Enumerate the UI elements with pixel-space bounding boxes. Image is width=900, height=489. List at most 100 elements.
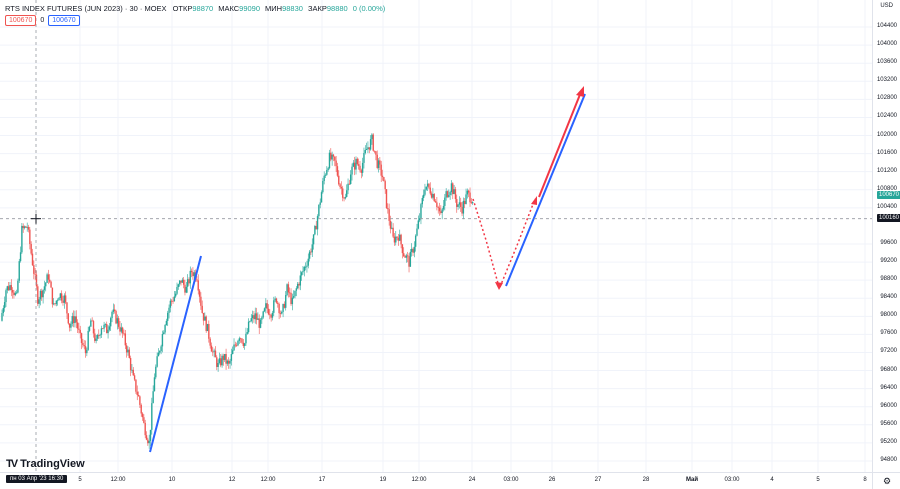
candle-body [155,366,157,378]
arrow-red-mid-head [531,196,537,205]
candle-body [224,353,226,360]
candle-body [417,220,420,229]
candle-body [393,236,396,243]
candle-body [172,300,174,302]
time-axis[interactable]: пн 03 Апр '23 16:30 5 12:00 10 12 12:00 17 19 1… [0,472,872,489]
candle-body [349,174,352,185]
candle-body [88,326,91,331]
open-value: 98870 [192,4,214,13]
price-tick-label: 97200 [880,348,897,355]
candle-body [338,175,340,185]
candle-body [123,333,125,335]
currency-label[interactable]: USD [880,3,893,9]
candle-body [115,311,117,324]
candle-body [72,316,75,324]
candle-body [352,162,355,167]
candle-body [17,280,19,293]
candle-body [129,357,132,371]
candle-body [188,279,190,284]
candle-body [353,162,356,170]
candle-body [331,154,333,160]
candle-body [10,285,12,290]
price-tick-label: 95600 [880,420,897,427]
candle-body [259,319,262,328]
candle-body [420,204,422,219]
candle-body [91,320,93,322]
candle-body [87,330,89,350]
candle-body [385,189,388,208]
gear-icon[interactable]: ⚙ [882,475,892,486]
tradingview-logo-mark: TV [6,458,18,470]
candle-body [336,166,339,176]
time-tick-label: 26 [548,477,556,483]
candle-body [234,344,237,346]
candle-body [206,324,209,332]
candle-body [144,422,146,436]
candle-body [249,321,251,322]
price-tick-label: 102000 [876,131,897,138]
candle-body [128,349,130,358]
candle-body [307,258,309,266]
chart-area[interactable]: RTS INDEX FUTURES (JUN 2023) · 30 · MOEX… [0,0,872,472]
candle-body [112,309,115,312]
candle-body [250,318,252,322]
candle-body [391,227,393,229]
candle-body [332,154,335,157]
candle-body [441,209,443,214]
candle-body [2,308,5,314]
open-label: ОТКР [172,4,193,13]
candle-body [348,183,351,185]
price-tick-label: 101600 [876,149,897,156]
time-tick-label: 8 [863,477,867,483]
indicator-row: 100670 0 100670 [5,15,80,26]
candle-body [437,207,439,208]
candle-body [283,303,286,308]
candle-body [124,333,127,346]
candle-body [161,334,164,347]
candle-body [373,150,376,152]
sell-price-box[interactable]: 100670 [5,15,37,26]
candle-body [422,194,425,198]
price-tick-label: 98800 [880,276,897,283]
candle-body [83,345,85,347]
settings-corner[interactable]: ⚙ [872,472,900,489]
candle-body [228,360,230,364]
candle-body [342,188,344,198]
candle-body [351,166,353,175]
candle-body [339,184,341,188]
candle-body [461,206,463,214]
candle-body [108,326,111,330]
candle-body [212,351,214,353]
candle-body [457,204,459,207]
candle-body [96,335,99,339]
price-chart[interactable] [0,0,872,472]
price-axis[interactable]: USD 104400 104000 103600 103200 102800 102400… [872,0,900,472]
candle-body [80,333,83,344]
candle-body [318,204,320,217]
candle-body [267,308,270,315]
candle-body [400,234,402,245]
candle-body [59,293,62,298]
candle-body [377,160,380,168]
candle-body [214,350,217,358]
candle-body [106,324,108,334]
symbol-title[interactable]: RTS INDEX FUTURES (JUN 2023) · 30 · MOEX [5,4,167,13]
candle-body [369,139,372,150]
candle-body [306,265,308,267]
candle-body [60,293,63,301]
price-tick-label: 101200 [876,167,897,174]
candle-body [275,298,278,303]
candle-body [62,300,64,303]
candle-body [92,321,95,334]
candle-body [13,292,15,296]
candle-body [45,282,47,287]
candle-body [470,202,473,204]
candle-body [131,369,133,371]
buy-price-box[interactable]: 100670 [48,15,80,26]
candle-body [464,200,466,205]
candle-body [3,302,6,309]
candle-body [359,165,361,171]
candle-body [53,303,55,305]
tradingview-logo[interactable]: TV TradingView [6,458,85,470]
candle-body [14,292,16,296]
